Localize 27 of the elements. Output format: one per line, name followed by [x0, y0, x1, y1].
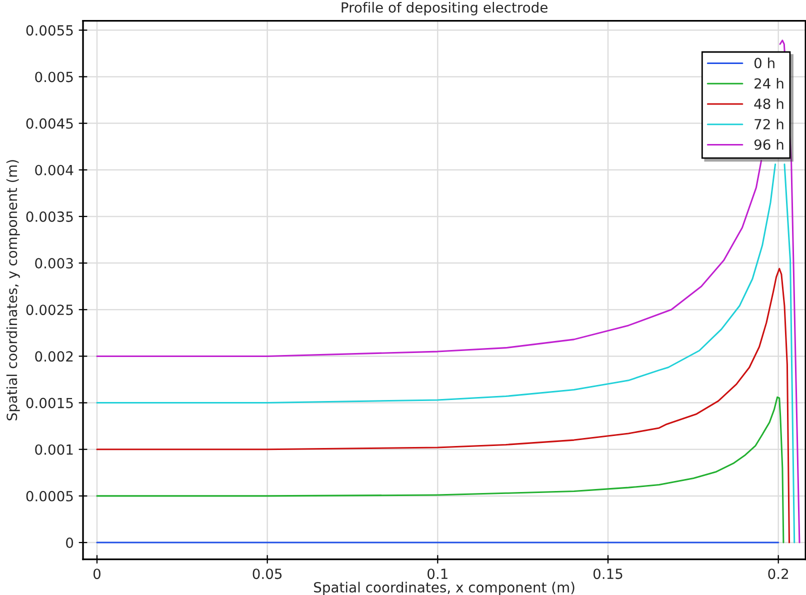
- y-tick-label: 0.0015: [26, 398, 73, 408]
- y-tick-label: 0.003: [35, 258, 73, 269]
- y-tick-label: 0.005: [35, 72, 73, 82]
- y-tick-label: 0.001: [35, 444, 73, 455]
- y-tick-label: 0.0025: [26, 304, 73, 316]
- legend-label: 24 h: [754, 78, 784, 88]
- x-axis-title: Spatial coordinates, x component (m): [314, 582, 574, 595]
- y-tick-label: 0.0035: [26, 211, 73, 222]
- y-tick-label: 0: [66, 538, 74, 548]
- line-series: [96, 268, 790, 544]
- y-axis-title: Spatial coordinates, y component (m): [6, 160, 20, 420]
- line-series: [96, 396, 784, 544]
- chart-title: Profile of depositing electrode: [342, 2, 548, 16]
- y-tick-label: 0.004: [35, 164, 74, 176]
- x-tick-label: 0.15: [593, 568, 622, 580]
- legend-label: 96 h: [754, 139, 784, 150]
- legend-label: 0 h: [754, 58, 774, 68]
- x-tick-label: 0.1: [428, 568, 448, 580]
- x-tick-label: 0.2: [768, 568, 788, 580]
- legend-label: 48 h: [754, 98, 784, 110]
- y-tick-label: 0.0045: [26, 118, 73, 129]
- legend-label: 72 h: [754, 118, 784, 130]
- x-tick-label: 0.05: [252, 568, 282, 580]
- y-tick-label: 0.0055: [26, 25, 73, 36]
- y-tick-label: 0.0005: [26, 490, 73, 502]
- y-tick-label: 0.002: [35, 351, 73, 362]
- x-tick-label: 0: [93, 568, 100, 580]
